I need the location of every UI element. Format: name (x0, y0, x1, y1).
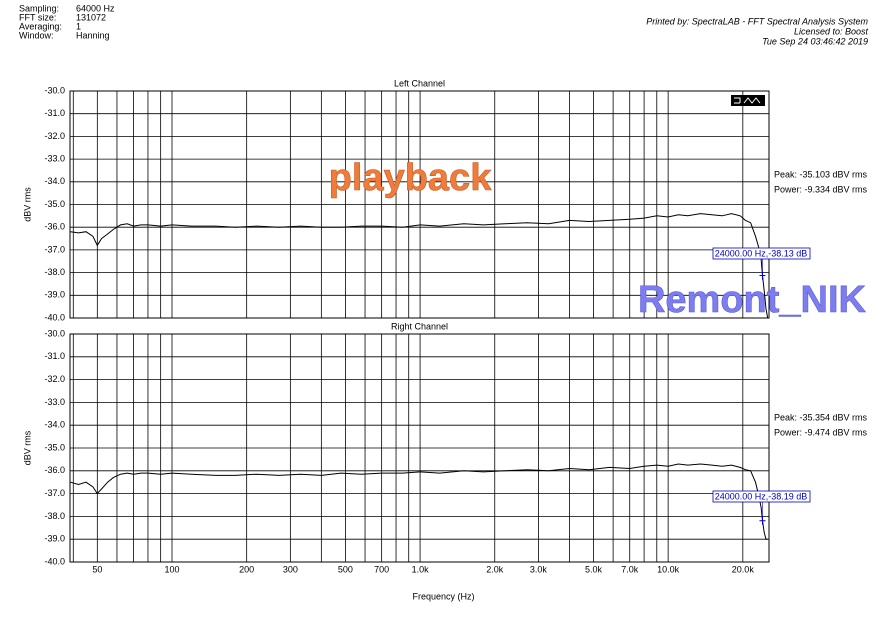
x-tick-label: 20.0k (732, 564, 755, 574)
plot-frame (69, 90, 770, 319)
cursor-label: 24000.00 Hz,-38.13 dB (715, 248, 808, 258)
header-label: FFT size: (19, 12, 56, 22)
y-tick-label: -37.0 (44, 244, 65, 254)
y-tick-label: -31.0 (44, 108, 65, 118)
header-value: Hanning (76, 30, 110, 40)
y-tick-label: -33.0 (44, 397, 65, 407)
x-tick-label: 1.0k (412, 564, 430, 574)
stat-annotation: Peak: -35.354 dBV rms (774, 412, 868, 422)
y-tick-label: -35.0 (44, 199, 65, 209)
toolbar-icon (731, 95, 765, 106)
x-tick-label: 100 (164, 564, 179, 574)
header-value: 64000 Hz (76, 3, 115, 13)
y-tick-label: -30.0 (44, 328, 65, 338)
header-label: Window: (19, 30, 54, 40)
y-tick-label: -36.0 (44, 222, 65, 232)
y-tick-label: -40.0 (44, 556, 65, 566)
icon-glyph (734, 97, 761, 104)
y-tick-label: -37.0 (44, 488, 65, 498)
cursor-label-box (712, 490, 811, 503)
y-tick-label: -32.0 (44, 131, 65, 141)
x-axis-label: Frequency (Hz) (412, 591, 474, 601)
x-tick-label: 300 (283, 564, 298, 574)
watermark: playback (329, 157, 493, 199)
spectrum-line (70, 463, 768, 540)
x-tick-label: 50 (92, 564, 102, 574)
stat-annotation: Power: -9.334 dBV rms (774, 184, 868, 194)
chart-title: Right Channel (391, 321, 448, 331)
y-tick-label: -30.0 (44, 85, 65, 95)
cursor-label: 24000.00 Hz,-38.19 dB (715, 491, 808, 501)
stat-annotation: Power: -9.474 dBV rms (774, 427, 868, 437)
y-tick-label: -40.0 (44, 312, 65, 322)
y-tick-label: -39.0 (44, 534, 65, 544)
x-tick-label: 7.0k (621, 564, 639, 574)
x-tick-label: 700 (374, 564, 389, 574)
y-axis-label: dBV rms (22, 187, 32, 222)
y-tick-label: -39.0 (44, 290, 65, 300)
watermark: Remont_NIK (638, 279, 867, 321)
header-value: 1 (76, 21, 81, 31)
x-tick-label: 200 (239, 564, 254, 574)
stat-annotation: Peak: -35.103 dBV rms (774, 169, 868, 179)
header-info: Printed by: SpectraLAB - FFT Spectral An… (646, 16, 868, 26)
x-tick-label: 5.0k (585, 564, 603, 574)
x-tick-label: 2.0k (486, 564, 504, 574)
header-info: Licensed to: Boost (794, 26, 869, 36)
spectrum-line (70, 213, 769, 319)
x-tick-label: 10.0k (657, 564, 680, 574)
plot-frame (69, 333, 770, 563)
icon-box (731, 95, 765, 106)
y-tick-label: -38.0 (44, 267, 65, 277)
header-info: Tue Sep 24 03:46:42 2019 (762, 36, 868, 46)
header-label: Sampling: (19, 3, 59, 13)
y-tick-label: -33.0 (44, 153, 65, 163)
x-tick-label: 3.0k (530, 564, 548, 574)
chart-panel: Right Channel dBV rms -30.0 -31.0 -32.0 -33.0… (22, 321, 867, 566)
x-tick-label: 500 (338, 564, 353, 574)
y-tick-label: -35.0 (44, 442, 65, 452)
y-axis-label: dBV rms (22, 430, 32, 465)
y-tick-label: -31.0 (44, 351, 65, 361)
y-tick-label: -34.0 (44, 176, 65, 186)
y-tick-label: -34.0 (44, 420, 65, 430)
y-tick-label: -32.0 (44, 374, 65, 384)
cursor-label-box (712, 247, 811, 260)
chart-panel: Left Channel dBV rms -30.0 -31.0 -32.0 -33.0 -… (22, 78, 867, 322)
header-value: 131072 (76, 12, 106, 22)
chart-title: Left Channel (394, 78, 445, 88)
y-tick-label: -38.0 (44, 511, 65, 521)
y-tick-label: -36.0 (44, 465, 65, 475)
header-label: Averaging: (19, 21, 62, 31)
